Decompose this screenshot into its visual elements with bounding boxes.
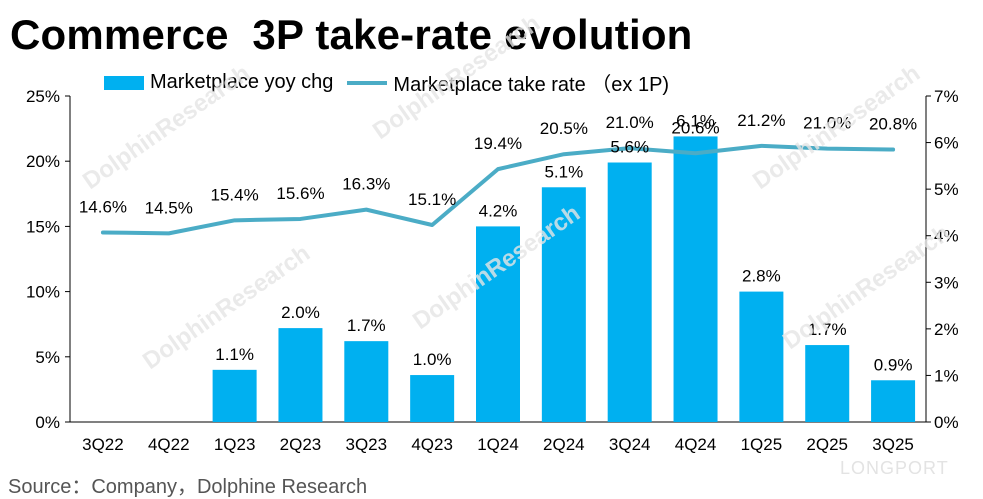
y-right-tick-label: 2% — [934, 320, 959, 339]
bar-data-label: 5.1% — [544, 162, 583, 181]
x-tick-label: 1Q25 — [741, 435, 783, 454]
line-data-label: 21.0% — [606, 113, 654, 132]
y-left-tick-label: 5% — [35, 348, 60, 367]
y-right-tick-label: 6% — [934, 134, 959, 153]
line-data-label: 19.4% — [474, 134, 522, 153]
x-tick-label: 4Q23 — [411, 435, 453, 454]
y-right-tick-label: 7% — [934, 87, 959, 106]
x-tick-label: 4Q24 — [675, 435, 717, 454]
line-data-label: 20.8% — [869, 115, 917, 134]
bar-data-label: 2.0% — [281, 303, 320, 322]
line-data-label: 20.5% — [540, 119, 588, 138]
x-tick-label: 2Q23 — [280, 435, 322, 454]
y-left-tick-label: 20% — [26, 152, 60, 171]
bar — [278, 328, 322, 422]
watermark-text: DolphinResearch — [368, 10, 545, 145]
y-right-tick-label: 1% — [934, 366, 959, 385]
bar — [739, 292, 783, 422]
bar-data-label: 2.8% — [742, 267, 781, 286]
line-data-label: 14.5% — [145, 198, 193, 217]
x-tick-label: 1Q24 — [477, 435, 519, 454]
corner-logo: LONGPORT — [840, 458, 949, 478]
x-tick-label: 3Q24 — [609, 435, 651, 454]
bar-data-label: 4.2% — [479, 201, 518, 220]
x-tick-label: 3Q23 — [346, 435, 388, 454]
bar-data-label: 1.1% — [215, 345, 254, 364]
y-left-tick-label: 15% — [26, 217, 60, 236]
y-right-tick-label: 0% — [934, 413, 959, 432]
line-data-label: 14.6% — [79, 197, 127, 216]
y-right-tick-label: 3% — [934, 273, 959, 292]
bar-data-label: 5.6% — [610, 138, 649, 157]
x-tick-label: 4Q22 — [148, 435, 190, 454]
x-tick-label: 3Q25 — [872, 435, 914, 454]
bar — [805, 345, 849, 422]
x-tick-label: 2Q24 — [543, 435, 585, 454]
bar-data-label: 0.9% — [874, 355, 913, 374]
bar — [674, 136, 718, 422]
bar-data-label: 1.0% — [413, 350, 452, 369]
bar — [213, 370, 257, 422]
x-tick-label: 2Q25 — [806, 435, 848, 454]
bar — [344, 341, 388, 422]
y-left-tick-label: 0% — [35, 413, 60, 432]
line-data-label: 15.1% — [408, 190, 456, 209]
bar — [871, 380, 915, 422]
x-tick-label: 3Q22 — [82, 435, 124, 454]
line-data-label: 15.4% — [211, 185, 259, 204]
y-right-tick-label: 5% — [934, 180, 959, 199]
source-note: Source：Company，Dolphine Research — [8, 470, 367, 499]
line-data-label: 15.6% — [276, 184, 324, 203]
x-tick-label: 1Q23 — [214, 435, 256, 454]
y-left-tick-label: 25% — [26, 87, 60, 106]
bar-data-label: 1.7% — [347, 316, 386, 335]
watermark-text: DolphinResearch — [78, 60, 255, 195]
bar — [410, 375, 454, 422]
line-data-label: 21.2% — [737, 111, 785, 130]
bar — [608, 163, 652, 422]
watermark-text: DolphinResearch — [778, 220, 955, 355]
line-data-label: 20.6% — [671, 118, 719, 137]
line-data-label: 16.3% — [342, 175, 390, 194]
y-left-tick-label: 10% — [26, 283, 60, 302]
